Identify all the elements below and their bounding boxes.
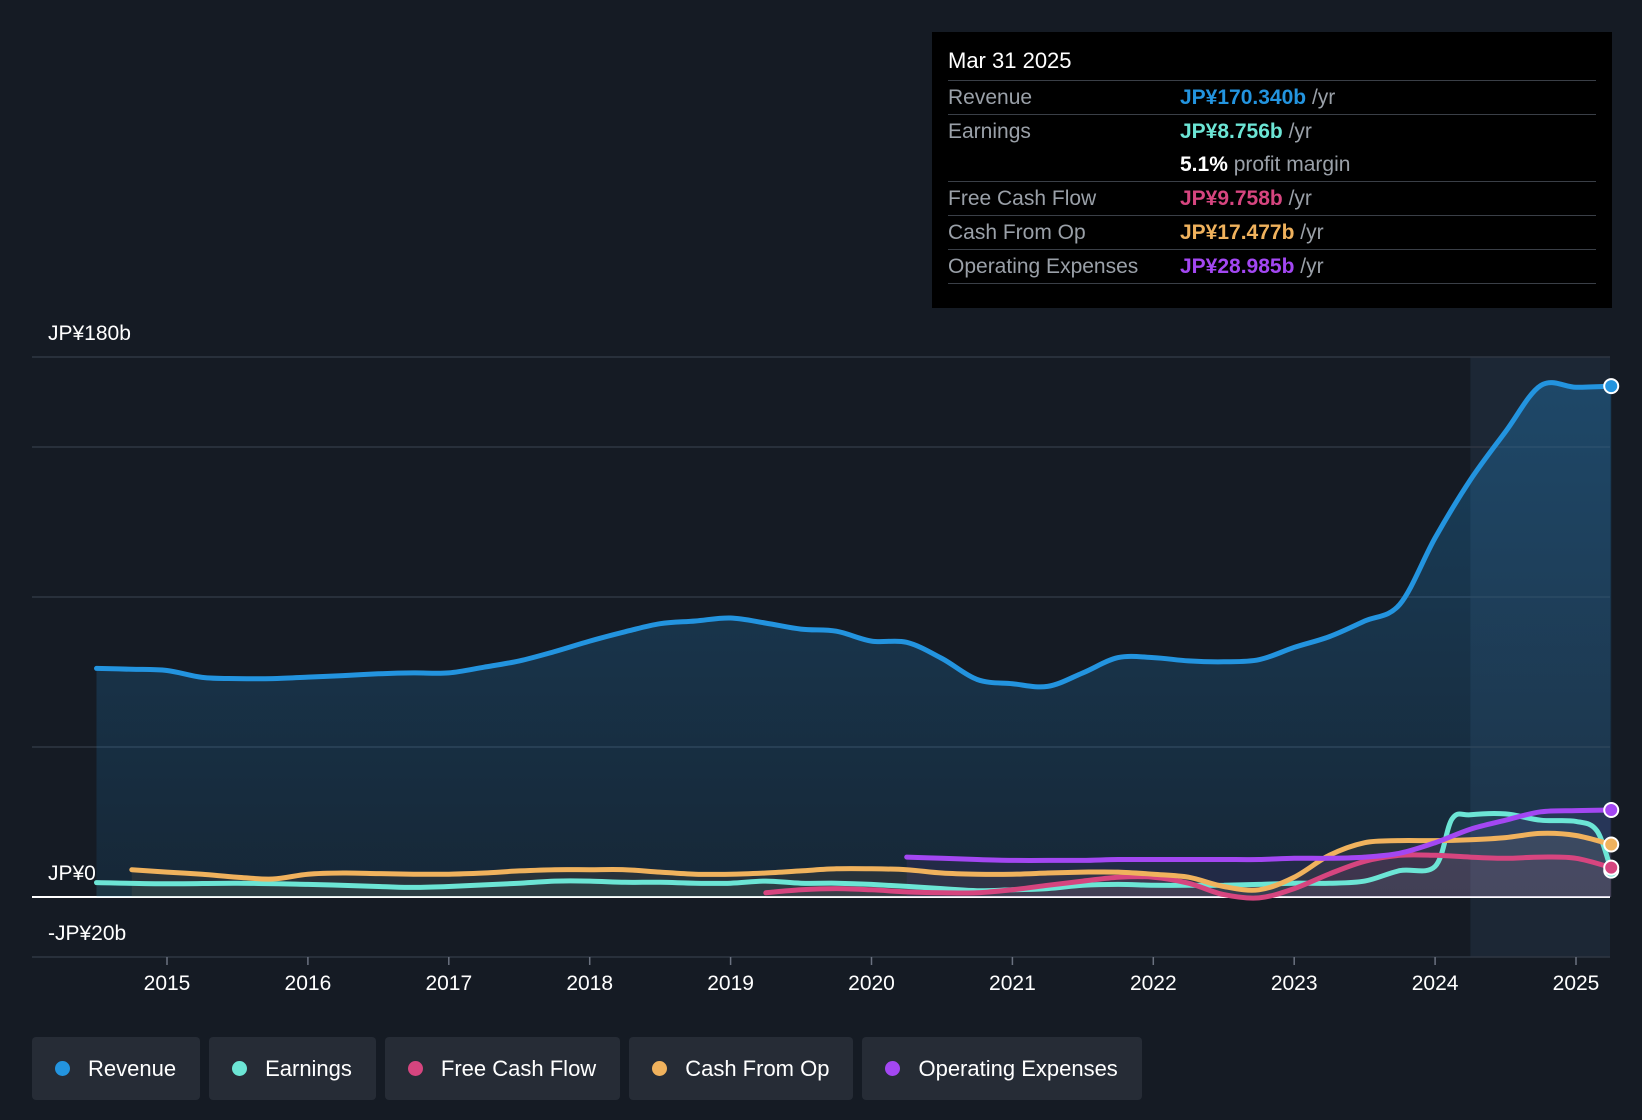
free-cash-flow-line bbox=[763, 852, 1614, 901]
tooltip-row: 5.1% profit margin bbox=[948, 148, 1596, 182]
earnings-area bbox=[96, 813, 1612, 897]
legend-dot-icon bbox=[232, 1061, 248, 1076]
tooltip-row-value: JP¥28.985b /yr bbox=[1180, 255, 1324, 278]
legend-dot-icon bbox=[652, 1061, 668, 1076]
legend-label: Earnings bbox=[265, 1055, 352, 1081]
operating-expenses-area bbox=[906, 810, 1612, 897]
legend-label: Revenue bbox=[88, 1055, 177, 1081]
legend-item-operating-expenses[interactable]: Operating Expenses bbox=[862, 1037, 1142, 1100]
tooltip-date: Mar 31 2025 bbox=[948, 46, 1596, 81]
tooltip-row: Free Cash Flow JP¥9.758b /yr bbox=[948, 182, 1596, 216]
free-cash-flow-end-point bbox=[1603, 859, 1620, 876]
legend-label: Free Cash Flow bbox=[440, 1055, 597, 1081]
legend-item-revenue[interactable]: Revenue bbox=[32, 1037, 201, 1100]
tooltip-row-value: JP¥9.758b /yr bbox=[1180, 187, 1312, 210]
x-tick-label: 2022 bbox=[1130, 972, 1177, 995]
y-tick-label: JP¥180b bbox=[48, 322, 131, 345]
tooltip-row-label: Free Cash Flow bbox=[948, 187, 1097, 210]
tooltip-row-value: JP¥8.756b /yr bbox=[1180, 120, 1312, 143]
x-tick-label: 2024 bbox=[1412, 972, 1459, 995]
tooltip-row-value: 5.1% profit margin bbox=[1180, 153, 1351, 176]
cash-from-op-line bbox=[129, 830, 1614, 893]
y-tick-label: -JP¥20b bbox=[48, 922, 126, 945]
revenue-line bbox=[94, 380, 1614, 690]
tooltip-row-label: Earnings bbox=[948, 120, 1031, 143]
x-tick-label: 2023 bbox=[1271, 972, 1318, 995]
x-tick-label: 2017 bbox=[425, 972, 472, 995]
cash-from-op-area bbox=[131, 833, 1612, 897]
cash-from-op-end-point bbox=[1603, 836, 1620, 853]
legend-dot-icon bbox=[407, 1061, 423, 1076]
tooltip-row-value: JP¥170.340b /yr bbox=[1180, 86, 1336, 109]
x-tick-label: 2025 bbox=[1553, 972, 1600, 995]
operating-expenses-end-point bbox=[1603, 802, 1620, 818]
x-tick-label: 2021 bbox=[989, 972, 1036, 995]
legend-dot-icon bbox=[55, 1061, 70, 1076]
tooltip-row-label: Operating Expenses bbox=[948, 255, 1139, 278]
x-tick-label: 2016 bbox=[285, 972, 332, 995]
tooltip-row-label: Cash From Op bbox=[948, 221, 1086, 244]
x-tick-label: 2015 bbox=[144, 972, 191, 995]
tooltip-row: Earnings JP¥8.756b /yr bbox=[948, 115, 1596, 148]
x-tick-label: 2020 bbox=[848, 972, 895, 995]
tooltip-row: Cash From Op JP¥17.477b /yr bbox=[948, 216, 1596, 250]
revenue-area bbox=[96, 382, 1612, 897]
tooltip-row: Revenue JP¥170.340b /yr bbox=[948, 81, 1596, 115]
legend: Revenue Earnings Free Cash Flow Cash From O… bbox=[32, 1037, 1142, 1100]
x-tick-label: 2019 bbox=[707, 972, 754, 995]
legend-label: Operating Expenses bbox=[918, 1055, 1118, 1081]
legend-item-earnings[interactable]: Earnings bbox=[209, 1037, 376, 1100]
legend-item-cash-from-op[interactable]: Cash From Op bbox=[629, 1037, 854, 1100]
legend-item-free-cash-flow[interactable]: Free Cash Flow bbox=[384, 1037, 621, 1100]
free-cash-flow-area bbox=[765, 854, 1612, 899]
x-tick-label: 2018 bbox=[566, 972, 613, 995]
y-tick-label: JP¥0 bbox=[48, 862, 96, 885]
tooltip-row-label: Revenue bbox=[948, 86, 1033, 109]
operating-expenses-line bbox=[904, 807, 1614, 863]
legend-label: Cash From Op bbox=[685, 1055, 830, 1081]
legend-dot-icon bbox=[885, 1061, 901, 1076]
tooltip-row: Operating Expenses JP¥28.985b /yr bbox=[948, 250, 1596, 284]
tooltip-row-label bbox=[948, 148, 1180, 181]
tooltip-row-value: JP¥17.477b /yr bbox=[1180, 221, 1324, 244]
tooltip-panel: Mar 31 2025 Revenue JP¥170.340b /yr Earnin… bbox=[932, 32, 1612, 308]
revenue-end-point bbox=[1603, 378, 1620, 395]
